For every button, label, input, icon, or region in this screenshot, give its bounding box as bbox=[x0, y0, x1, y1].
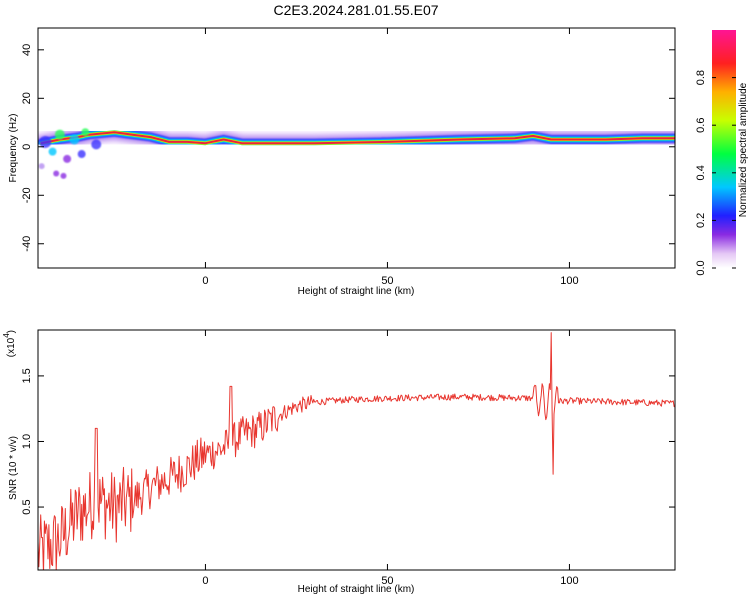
spectrogram-xlabel: Height of straight line (km) bbox=[298, 286, 415, 297]
snr-panel: 0 50 100 0.5 1.0 1.5 Height of straight line … bbox=[2, 329, 676, 595]
spectrogram-xtick-label: 50 bbox=[381, 275, 393, 287]
spectrogram-noise-blob bbox=[77, 150, 86, 159]
snr-ytick-label: 1.0 bbox=[21, 434, 33, 449]
snr-frame bbox=[37, 329, 676, 571]
snr-ytick-label: 1.5 bbox=[21, 368, 33, 383]
spectrogram-panel: 0 50 100 -40 -20 0 20 40 Height of straight lin… bbox=[8, 27, 676, 297]
snr-scale-label: (x104) bbox=[2, 330, 17, 357]
snr-scale-exponent: 4 bbox=[2, 333, 11, 338]
snr-ytick-label: 0.5 bbox=[21, 499, 33, 514]
spectrogram-noise-blob bbox=[81, 128, 90, 137]
snr-scale-close: ) bbox=[6, 330, 17, 333]
snr-axes: 0 50 100 0.5 1.0 1.5 bbox=[21, 330, 675, 587]
spectrogram-ytick-label: -20 bbox=[21, 187, 33, 203]
snr-xlabel: Height of straight line (km) bbox=[298, 584, 415, 595]
snr-xtick-label: 100 bbox=[560, 575, 578, 587]
chart-title: C2E3.2024.281.01.55.E07 bbox=[273, 2, 439, 18]
spectrogram-ytick-label: 40 bbox=[21, 44, 33, 56]
colorbar-tick-label: 0.4 bbox=[695, 165, 707, 180]
spectrogram-xtick-label: 100 bbox=[560, 275, 578, 287]
spectrogram-noise-blob bbox=[63, 154, 72, 163]
spectrogram-ytick-label: 20 bbox=[21, 92, 33, 104]
colorbar-ticks: 0.0 0.2 0.4 0.6 0.8 bbox=[695, 70, 736, 276]
spectrogram-axes: 0 50 100 -40 -20 0 20 40 bbox=[21, 28, 675, 287]
spectrogram-ylabel: Frequency (Hz) bbox=[8, 114, 19, 183]
snr-series-line bbox=[38, 332, 675, 570]
colorbar-tick-label: 0.2 bbox=[695, 213, 707, 228]
snr-scale-base: (x10 bbox=[6, 337, 17, 357]
spectrogram-noise-blob bbox=[39, 135, 52, 148]
spectrogram-ytick-label: 0 bbox=[21, 144, 33, 150]
spectrogram-noise-blob bbox=[53, 170, 60, 177]
spectrogram-noise-blob bbox=[48, 147, 57, 156]
spectrogram-noise-blob bbox=[69, 134, 80, 145]
colorbar: 0.0 0.2 0.4 0.6 0.8 Normalized spectral ampl… bbox=[695, 30, 749, 276]
spectrogram-noise-blob bbox=[60, 172, 67, 179]
spectrogram-noise-blob bbox=[38, 163, 45, 170]
spectrogram-ytick-label: -40 bbox=[21, 236, 33, 252]
snr-xtick-label: 0 bbox=[202, 575, 208, 587]
spectrogram-frame bbox=[37, 27, 676, 269]
svg-text:(x104): (x104) bbox=[2, 330, 17, 357]
colorbar-tick-label: 0.6 bbox=[695, 118, 707, 133]
spectrogram-ridge-layer-6 bbox=[40, 131, 675, 145]
colorbar-gradient bbox=[712, 30, 736, 268]
spectrogram-ridge bbox=[38, 121, 675, 179]
spectrogram-noise-blob bbox=[54, 129, 65, 140]
spectrogram-noise-blob bbox=[91, 139, 102, 150]
snr-xtick-label: 50 bbox=[381, 575, 393, 587]
spectrogram-xtick-label: 0 bbox=[202, 275, 208, 287]
colorbar-label: Normalized spectral amplitude bbox=[738, 82, 749, 217]
snr-ylabel: SNR (10 * v/v) bbox=[8, 436, 19, 500]
colorbar-tick-label: 0.0 bbox=[695, 260, 707, 275]
colorbar-tick-label: 0.8 bbox=[695, 70, 707, 85]
